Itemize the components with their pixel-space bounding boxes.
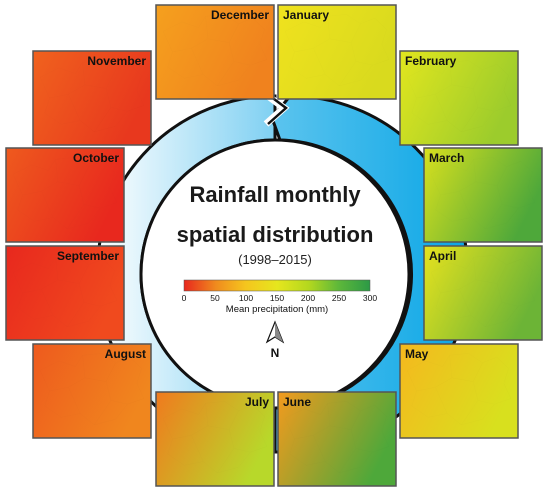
- map-panel-december: [155, 4, 275, 100]
- map-panel-september: [5, 245, 125, 341]
- map-panel-march: [423, 147, 543, 243]
- map-background-july: [155, 391, 275, 487]
- map-panel-april: [423, 245, 543, 341]
- month-label-june: June: [283, 395, 312, 409]
- map-panel-july: [155, 391, 275, 487]
- figure-subtitle: (1998–2015): [238, 252, 312, 267]
- legend-label: Mean precipitation (mm): [226, 304, 328, 315]
- month-label-august: August: [104, 347, 146, 361]
- legend-tick-250: 250: [332, 293, 346, 303]
- month-label-may: May: [405, 347, 429, 361]
- map-panel-june: [277, 391, 397, 487]
- map-background-november: [32, 50, 152, 146]
- north-arrow: N: [265, 320, 285, 360]
- legend-tick-100: 100: [239, 293, 253, 303]
- month-label-september: September: [56, 249, 119, 263]
- legend: 0 50 100 150 200 250 300 Mean precipitation (m…: [182, 279, 378, 315]
- north-label: N: [271, 346, 280, 360]
- map-panel-february: [399, 50, 519, 146]
- map-panel-may: [399, 343, 519, 439]
- month-label-march: March: [429, 151, 465, 165]
- month-label-january: January: [283, 8, 330, 22]
- map-panel-november: [32, 50, 152, 146]
- legend-tick-50: 50: [210, 293, 220, 303]
- figure-title-line1: Rainfall monthly: [189, 182, 361, 207]
- map-panel-january: [277, 4, 397, 100]
- map-background-december: [155, 4, 275, 100]
- month-label-october: October: [72, 151, 119, 165]
- legend-ticks: 0 50 100 150 200 250 300: [182, 293, 378, 303]
- map-background-august: [32, 343, 152, 439]
- map-panel-august: [32, 343, 152, 439]
- figure-title-line2: spatial distribution: [176, 222, 374, 247]
- month-label-february: February: [405, 54, 457, 68]
- legend-tick-0: 0: [182, 293, 187, 303]
- monthly-maps: [5, 4, 543, 487]
- legend-tick-200: 200: [301, 293, 315, 303]
- map-background-june: [277, 391, 397, 487]
- map-panel-october: [5, 147, 125, 243]
- map-background-march: [423, 147, 543, 243]
- month-label-november: November: [87, 54, 146, 68]
- map-background-may: [399, 343, 519, 439]
- month-label-july: July: [244, 395, 269, 409]
- month-label-december: December: [210, 8, 269, 22]
- month-label-april: April: [429, 249, 457, 263]
- map-background-january: [277, 4, 397, 100]
- map-background-april: [423, 245, 543, 341]
- map-background-february: [399, 50, 519, 146]
- legend-colorbar: [183, 279, 371, 292]
- legend-tick-300: 300: [363, 293, 377, 303]
- map-background-october: [5, 147, 125, 243]
- map-background-september: [5, 245, 125, 341]
- legend-tick-150: 150: [270, 293, 284, 303]
